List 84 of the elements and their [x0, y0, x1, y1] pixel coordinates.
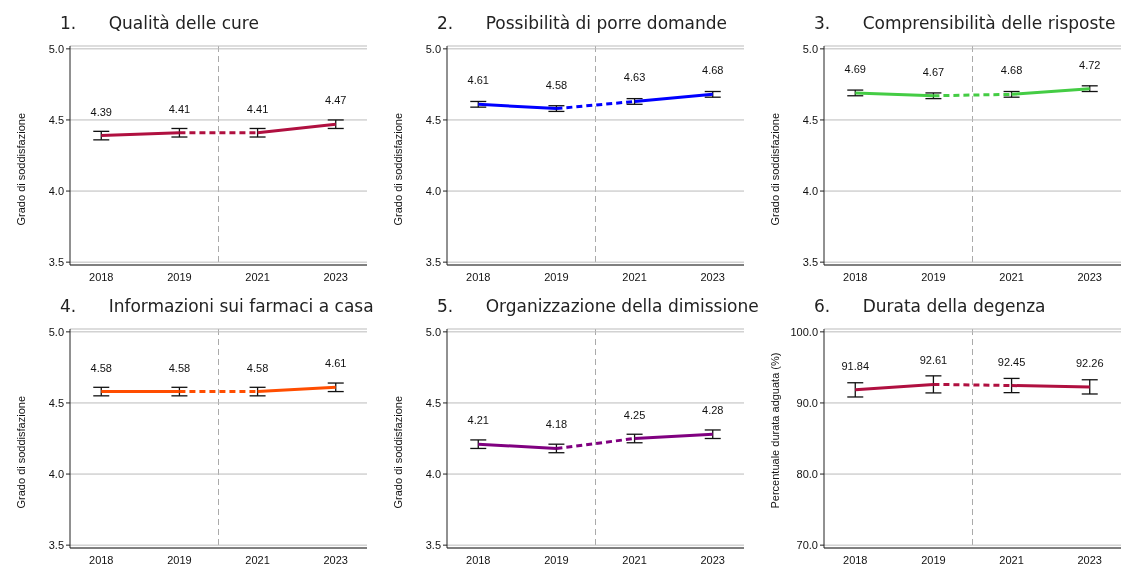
y-tick-label: 4.5 — [48, 396, 64, 409]
x-tick-label: 2019 — [921, 553, 946, 566]
y-tick-label: 3.5 — [48, 256, 64, 269]
data-label: 4.58 — [246, 361, 269, 374]
y-axis-title: Grado di soddisfazione — [14, 395, 27, 509]
y-tick-label: 4.5 — [425, 113, 441, 126]
chart-title: 5. Organizzazione della dimissione — [436, 295, 760, 318]
x-tick-label: 2023 — [323, 270, 348, 283]
y-tick-label: 4.5 — [802, 113, 818, 126]
data-label: 4.28 — [702, 404, 724, 417]
x-tick-label: 2023 — [323, 553, 348, 566]
y-tick-label: 100.0 — [790, 325, 818, 338]
y-tick-label: 5.0 — [48, 42, 64, 55]
data-label: 4.68 — [1000, 64, 1023, 77]
data-label: 4.41 — [246, 102, 269, 115]
chart-title: 1. Qualità delle cure — [59, 12, 260, 35]
y-axis-title: Grado di soddisfazione — [768, 112, 781, 226]
data-label: 4.39 — [90, 105, 112, 118]
data-label: 4.68 — [702, 64, 724, 77]
data-label: 91.84 — [841, 359, 870, 372]
x-tick-label: 2018 — [466, 270, 491, 283]
chart-title: 3. Comprensibilità delle risposte — [813, 12, 1117, 35]
data-label: 4.61 — [467, 74, 489, 87]
y-tick-label: 5.0 — [425, 42, 441, 55]
chart-title: 4. Informazioni sui farmaci a casa — [59, 295, 375, 318]
data-label: 4.58 — [168, 361, 191, 374]
y-tick-label: 5.0 — [802, 42, 818, 55]
x-tick-label: 2021 — [999, 553, 1024, 566]
y-tick-label: 3.5 — [425, 256, 441, 269]
x-tick-label: 2023 — [700, 553, 725, 566]
x-tick-label: 2018 — [89, 270, 114, 283]
y-tick-label: 5.0 — [48, 325, 64, 338]
data-label: 4.61 — [325, 357, 347, 370]
y-tick-label: 70.0 — [796, 539, 818, 552]
x-tick-label: 2021 — [245, 553, 270, 566]
y-tick-label: 4.0 — [48, 185, 64, 198]
x-tick-label: 2018 — [843, 553, 868, 566]
x-tick-label: 2019 — [921, 270, 946, 283]
y-tick-label: 90.0 — [796, 396, 818, 409]
x-tick-label: 2021 — [622, 270, 647, 283]
x-tick-label: 2019 — [167, 553, 192, 566]
data-label: 92.45 — [997, 355, 1026, 368]
data-label: 4.72 — [1079, 58, 1101, 71]
data-label: 4.58 — [90, 361, 112, 374]
y-axis-title: Grado di soddisfazione — [391, 395, 404, 509]
x-tick-label: 2023 — [700, 270, 725, 283]
y-tick-label: 5.0 — [425, 325, 441, 338]
chart-title: 6. Durata della degenza — [813, 295, 1047, 318]
chart-title: 2. Possibilità di porre domande — [436, 12, 729, 35]
x-tick-label: 2023 — [1077, 553, 1102, 566]
y-tick-label: 3.5 — [425, 539, 441, 552]
y-axis-title: Grado di soddisfazione — [391, 112, 404, 226]
x-tick-label: 2023 — [1077, 270, 1102, 283]
y-tick-label: 4.0 — [802, 185, 818, 198]
data-label: 4.67 — [922, 65, 945, 78]
x-tick-label: 2018 — [843, 270, 868, 283]
data-label: 4.58 — [545, 78, 568, 91]
x-tick-label: 2019 — [167, 270, 192, 283]
data-label: 4.41 — [168, 102, 191, 115]
data-label: 4.63 — [623, 71, 646, 84]
data-label: 4.18 — [545, 418, 568, 431]
y-tick-label: 4.0 — [425, 185, 441, 198]
data-label: 4.47 — [325, 94, 347, 107]
x-tick-label: 2018 — [89, 553, 114, 566]
x-tick-label: 2019 — [544, 270, 569, 283]
x-tick-label: 2018 — [466, 553, 491, 566]
x-tick-label: 2021 — [999, 270, 1024, 283]
y-tick-label: 4.0 — [48, 468, 64, 481]
y-axis-title: Percentuale durata adguata (%) — [768, 352, 781, 509]
x-tick-label: 2021 — [622, 553, 647, 566]
y-axis-title: Grado di soddisfazione — [14, 112, 27, 226]
data-label: 92.26 — [1075, 356, 1104, 369]
data-label: 4.21 — [467, 414, 489, 427]
x-tick-label: 2019 — [544, 553, 569, 566]
y-tick-label: 4.5 — [425, 396, 441, 409]
y-tick-label: 3.5 — [48, 539, 64, 552]
y-tick-label: 80.0 — [796, 468, 818, 481]
y-tick-label: 4.5 — [48, 113, 64, 126]
x-tick-label: 2021 — [245, 270, 270, 283]
data-label: 92.61 — [919, 354, 948, 367]
y-tick-label: 4.0 — [425, 468, 441, 481]
data-label: 4.25 — [623, 408, 646, 421]
y-tick-label: 3.5 — [802, 256, 818, 269]
data-label: 4.69 — [844, 62, 866, 75]
